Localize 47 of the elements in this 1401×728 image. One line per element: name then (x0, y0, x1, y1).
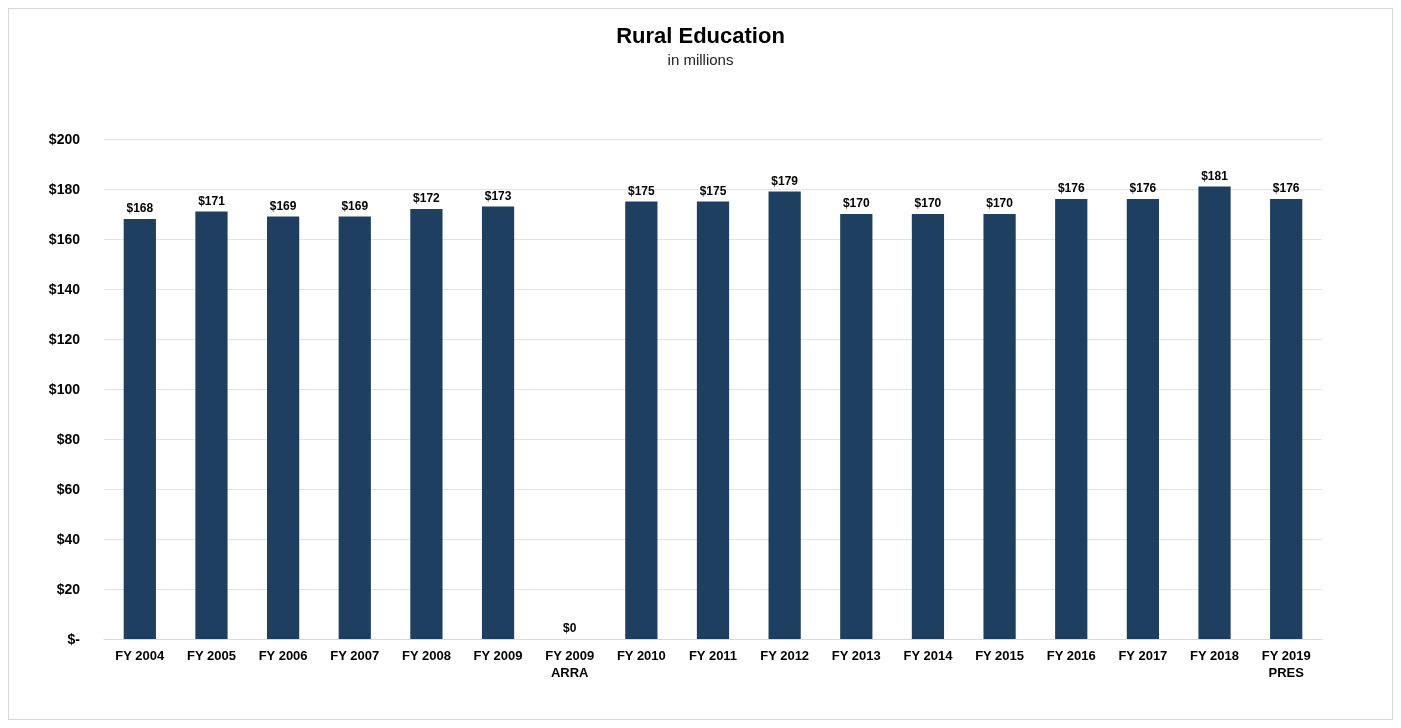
x-tick-label: FY 2013 (831, 648, 881, 663)
y-tick-label: $60 (56, 481, 81, 497)
data-label: $0 (563, 621, 577, 635)
data-label: $175 (628, 183, 656, 198)
x-tick-label: FY 2007 (330, 648, 380, 663)
data-label: $176 (1057, 181, 1085, 195)
x-tick-label: FY 2006 (258, 648, 308, 663)
x-tick-label: FY 2009 (473, 648, 523, 663)
data-label: $176 (1129, 181, 1157, 195)
data-label: $169 (269, 198, 297, 213)
data-label: $169 (341, 198, 369, 213)
x-tick-label: FY 2011 (688, 648, 738, 663)
data-label: $181 (1201, 168, 1229, 183)
x-tick-label: FY 2004 (115, 648, 166, 663)
y-tick-label: $160 (48, 231, 81, 247)
x-tick-label: FY 2009 ARRA (545, 648, 595, 680)
chart-title: Rural Education (616, 22, 785, 48)
data-label: $171 (198, 193, 226, 208)
x-tick-label: FY 2015 (975, 648, 1025, 663)
data-label: $176 (1272, 181, 1300, 195)
y-tick-label: $180 (48, 181, 81, 197)
x-tick-label: FY 2017 (1118, 648, 1168, 663)
y-tick-label: $100 (48, 381, 81, 397)
data-label: $170 (914, 196, 942, 210)
chart-subtitle: in millions (667, 51, 734, 68)
y-tick-label: $- (67, 631, 81, 647)
y-tick-label: $120 (48, 331, 81, 347)
x-tick-label: FY 2008 (401, 648, 451, 663)
x-tick-label: FY 2014 (903, 648, 954, 663)
x-tick-label: FY 2018 (1190, 648, 1239, 663)
y-tick-label: $200 (48, 131, 81, 147)
x-tick-label: FY 2012 (760, 648, 810, 663)
data-label: $172 (413, 191, 441, 205)
x-tick-label: FY 2019 PRES (1261, 648, 1311, 680)
y-tick-label: $80 (56, 431, 81, 447)
x-tick-label: FY 2010 (616, 648, 666, 663)
y-tick-label: $20 (56, 581, 81, 597)
y-tick-label: $40 (56, 531, 81, 547)
data-label: $179 (771, 173, 799, 188)
data-label: $170 (986, 196, 1014, 210)
y-tick-label: $140 (48, 281, 81, 297)
x-tick-label: FY 2005 (187, 648, 236, 663)
data-label: $168 (126, 201, 154, 215)
data-label: $170 (842, 196, 870, 210)
x-tick-label: FY 2016 (1046, 648, 1096, 663)
data-label: $173 (484, 188, 512, 203)
data-label: $175 (699, 183, 727, 198)
